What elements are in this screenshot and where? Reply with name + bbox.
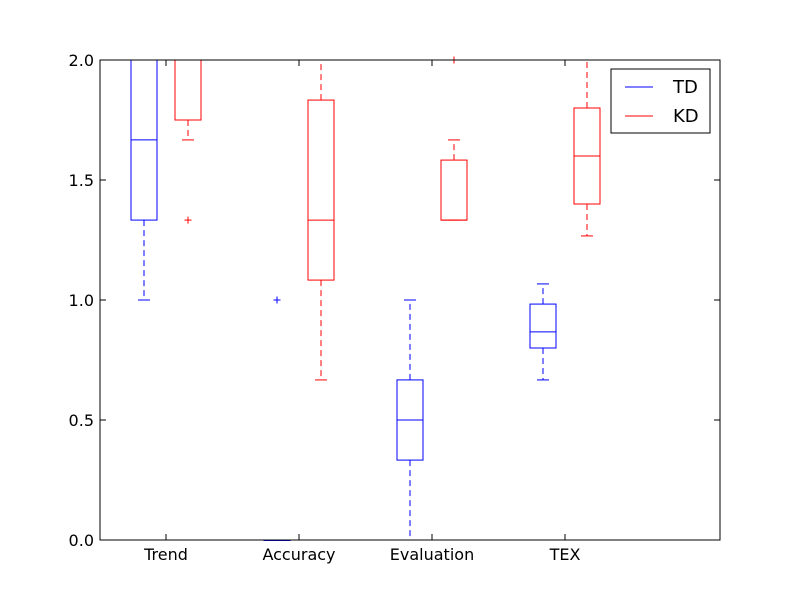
plot-frame — [99, 59, 721, 541]
box-td-trend — [130, 59, 158, 301]
legend-box — [610, 68, 711, 134]
y-tick-label: 1.5 — [69, 171, 94, 190]
x-tick-label: Trend — [143, 545, 188, 564]
y-tick-label: 2.0 — [69, 51, 94, 70]
x-tick-label: Accuracy — [262, 545, 335, 564]
legend-label: TD — [672, 77, 698, 98]
box-td-evaluation — [396, 299, 424, 541]
box-kd-accuracy — [307, 59, 335, 381]
iqr-box — [307, 99, 335, 281]
iqr-box — [440, 159, 468, 221]
legend-label: KD — [673, 106, 699, 127]
box-kd-trend — [174, 59, 202, 224]
axis-ticks: 0.0 0.5 1.0 1.5 2.0 Trend Accuracy Evaluation TE… — [69, 51, 720, 564]
outlier-marker — [184, 216, 192, 224]
x-tick-label: TEX — [549, 545, 581, 564]
box-kd-evaluation — [440, 56, 468, 221]
x-tick-label: Evaluation — [390, 545, 474, 564]
box-td-tex — [529, 283, 557, 381]
legend: TD KD — [610, 68, 711, 134]
plot-marks — [130, 56, 601, 541]
box-td-accuracy — [263, 296, 291, 541]
y-tick-label: 0.5 — [69, 411, 94, 430]
iqr-box — [174, 59, 202, 121]
outlier-marker — [273, 296, 281, 304]
iqr-box — [529, 303, 557, 349]
y-tick-label: 0.0 — [69, 531, 94, 550]
box-kd-tex — [573, 59, 601, 237]
y-tick-label: 1.0 — [69, 291, 94, 310]
